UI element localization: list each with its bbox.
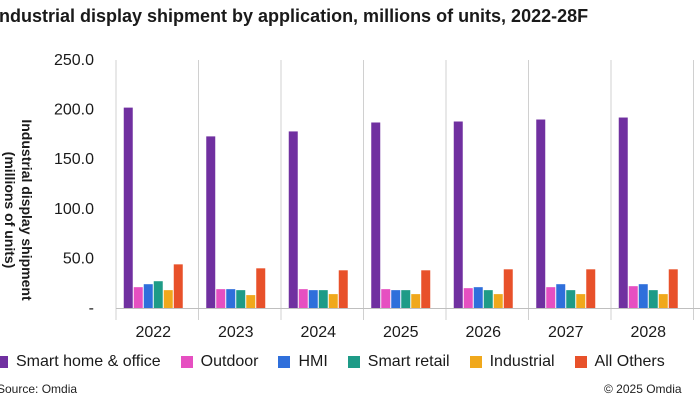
y-tick-label: 150.0 [54,151,94,168]
legend-label: All Others [594,353,665,370]
chart-title: Industrial display shipment by applicati… [0,6,589,26]
legend-label: HMI [298,353,328,370]
bar [668,269,678,308]
bar [503,269,513,308]
bar [473,287,483,308]
y-axis-ticks: - 50.0 100.0 150.0 200.0 250.0 [54,52,94,317]
bar [381,289,391,308]
bar [133,287,143,308]
legend-swatch [278,356,291,368]
bar [576,294,586,308]
y-tick-label: - [89,300,94,317]
x-tick-label: 2025 [383,324,419,341]
bar [401,290,411,308]
x-tick-label: 2026 [465,324,501,341]
bar [648,290,658,308]
bar [546,287,556,308]
bar [556,284,566,308]
bar [338,270,348,308]
bar [318,290,328,308]
legend-item-outdoor: Outdoor [180,353,259,371]
legend-swatch [0,356,8,368]
bar [123,107,133,308]
bar [391,290,401,308]
bar [288,131,298,308]
x-axis-ticks: 2022 2023 2024 2025 2026 2027 2028 [135,324,666,341]
bar [216,289,226,308]
legend-label: Industrial [489,353,555,370]
legend-label: Smart home & office [16,353,161,370]
bar [256,268,266,308]
bar [586,269,596,308]
bar [628,286,638,308]
y-tick-label: 250.0 [54,52,94,69]
y-tick-label: 200.0 [54,102,94,119]
copyright-note: © 2025 Omdia [604,382,682,396]
legend-item-hmi: HMI [278,353,328,371]
bar [163,290,173,308]
bar [206,136,216,308]
bar [618,117,628,308]
y-tick-label: 100.0 [54,201,94,218]
bar [371,122,381,308]
source-note: Source: Omdia [0,382,78,396]
legend-swatch [469,356,482,368]
bar [658,294,668,308]
chart-legend: Smart home & office Outdoor HMI Smart re… [0,352,685,372]
chart-gridlines [115,60,700,320]
legend-label: Smart retail [367,353,450,370]
bar [226,289,236,308]
x-tick-label: 2027 [548,324,584,341]
legend-item-industrial: Industrial [469,353,555,371]
chart-bars [123,107,678,309]
x-tick-label: 2024 [300,324,336,341]
bar [153,281,163,308]
legend-item-all-others: All Others [574,353,665,371]
x-tick-label: 2023 [218,324,254,341]
legend-swatch [180,356,193,368]
bar [638,284,648,308]
bar [143,284,153,308]
bar [566,290,576,308]
x-tick-label: 2028 [630,324,666,341]
bar [411,294,421,308]
bar [308,290,318,308]
legend-swatch [574,356,587,368]
y-tick-label: 50.0 [63,250,94,267]
bar [453,121,463,308]
bar [246,295,256,308]
bar [236,290,246,308]
bar [421,270,431,308]
x-tick-label: 2022 [135,324,171,341]
bar [173,264,183,308]
bar [463,288,473,308]
bar [298,289,308,308]
bar [483,290,493,308]
legend-item-smart-home-office: Smart home & office [0,353,161,371]
legend-label: Outdoor [200,353,259,370]
bar [493,294,503,308]
legend-item-smart-retail: Smart retail [347,353,450,371]
bar [328,294,338,308]
legend-swatch [347,356,360,368]
bar [536,119,546,309]
